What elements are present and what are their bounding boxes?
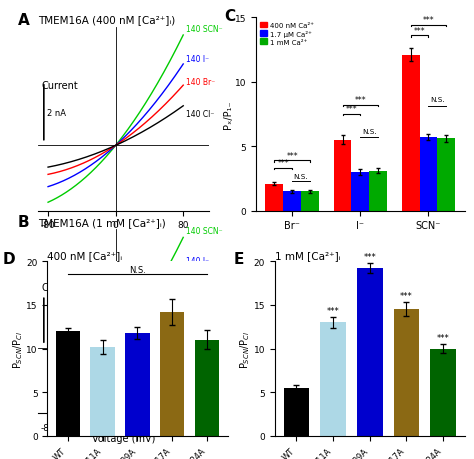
Bar	[351, 173, 369, 211]
Bar	[438, 139, 455, 211]
Text: ***: ***	[355, 96, 366, 105]
Bar	[265, 184, 283, 211]
Bar	[283, 388, 309, 436]
Text: A: A	[18, 13, 29, 28]
Text: 140 I⁻: 140 I⁻	[186, 257, 209, 265]
Bar	[419, 138, 438, 211]
Bar	[320, 323, 346, 436]
Text: 400 nM [Ca²⁺]ᵢ: 400 nM [Ca²⁺]ᵢ	[47, 251, 122, 261]
Text: ***: ***	[400, 291, 413, 300]
Text: ***: ***	[423, 17, 434, 25]
Text: 5 nA: 5 nA	[47, 316, 66, 325]
Bar	[334, 140, 351, 211]
Bar	[393, 309, 419, 436]
Text: ***: ***	[277, 159, 289, 168]
Bar	[283, 192, 301, 211]
Y-axis label: P$_{SCN}$/P$_{Cl}$: P$_{SCN}$/P$_{Cl}$	[11, 330, 25, 368]
Text: 140 I⁻: 140 I⁻	[186, 55, 209, 63]
Text: ***: ***	[437, 333, 449, 342]
Text: ***: ***	[364, 252, 376, 261]
Bar	[160, 312, 184, 436]
Bar	[402, 56, 419, 211]
Bar	[430, 349, 456, 436]
Bar	[125, 333, 150, 436]
Text: TMEM16A (400 nM [Ca²⁺]ᵢ): TMEM16A (400 nM [Ca²⁺]ᵢ)	[38, 16, 175, 25]
Bar	[195, 340, 219, 436]
Bar	[357, 269, 383, 436]
Text: ***: ***	[327, 306, 339, 315]
Text: 140 SCN⁻: 140 SCN⁻	[186, 25, 222, 34]
Text: N.S.: N.S.	[293, 174, 308, 180]
Bar	[301, 192, 319, 211]
Y-axis label: Pₓ/P₁₋: Pₓ/P₁₋	[223, 101, 233, 129]
Text: N.S.: N.S.	[129, 265, 146, 274]
Y-axis label: P$_{SCN}$/P$_{Cl}$: P$_{SCN}$/P$_{Cl}$	[238, 330, 252, 368]
X-axis label: Voltage (mV): Voltage (mV)	[91, 231, 155, 241]
Text: Current: Current	[41, 282, 78, 292]
Text: N.S.: N.S.	[430, 97, 445, 103]
Text: ***: ***	[286, 151, 298, 160]
Bar	[91, 347, 115, 436]
Text: 140 Cl⁻: 140 Cl⁻	[186, 110, 214, 119]
Text: TMEM16A (1 mM [Ca²⁺]ᵢ): TMEM16A (1 mM [Ca²⁺]ᵢ)	[38, 218, 166, 227]
Legend: 400 nM Ca²⁺, 1.7 μM Ca²⁺, 1 mM Ca²⁺: 400 nM Ca²⁺, 1.7 μM Ca²⁺, 1 mM Ca²⁺	[259, 22, 315, 46]
Text: 140 Br⁻: 140 Br⁻	[186, 78, 215, 87]
Text: D: D	[2, 251, 15, 266]
Text: N.S.: N.S.	[362, 129, 376, 135]
Text: 1 mM [Ca²⁺]ᵢ: 1 mM [Ca²⁺]ᵢ	[275, 251, 340, 261]
Text: 140 SCN⁻: 140 SCN⁻	[186, 227, 222, 236]
Text: B: B	[18, 215, 29, 230]
Text: 2 nA: 2 nA	[47, 108, 66, 118]
Text: 140 Br⁻: 140 Br⁻	[186, 280, 215, 289]
Text: C: C	[225, 9, 236, 24]
Text: 140 Cl⁻: 140 Cl⁻	[186, 312, 214, 321]
Text: E: E	[233, 251, 244, 266]
Bar	[55, 331, 80, 436]
X-axis label: Voltage (mV): Voltage (mV)	[91, 433, 155, 443]
Text: Current: Current	[41, 80, 78, 90]
Text: ***: ***	[346, 105, 357, 114]
Bar	[369, 171, 387, 211]
Text: ***: ***	[414, 27, 425, 36]
